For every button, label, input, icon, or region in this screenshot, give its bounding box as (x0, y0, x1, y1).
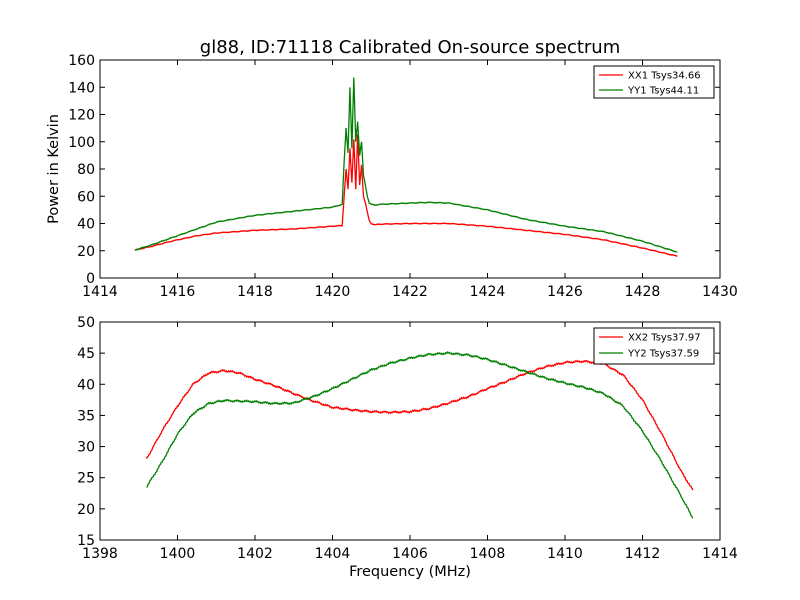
y-axis-label: Power in Kelvin (46, 114, 62, 224)
figure-title: gl88, ID:71118 Calibrated On-source spec… (200, 37, 620, 58)
x-tick-label: 1400 (160, 546, 196, 562)
y-tick-label: 15 (77, 533, 95, 549)
x-tick-label: 1420 (315, 284, 351, 300)
x-tick-label: 1416 (160, 284, 196, 300)
legend: XX2 Tsys37.97 YY2 Tsys37.59 (593, 327, 715, 365)
y-tick-label: 80 (77, 162, 95, 178)
y-tick-label: 140 (68, 80, 95, 96)
x-tick-label: 1414 (82, 284, 118, 300)
series-line-yy1 (134, 77, 678, 253)
y-tick-label: 160 (68, 53, 95, 69)
y-tick-label: 60 (77, 189, 95, 205)
y-tick-label: 0 (86, 271, 95, 287)
x-tick-label: 1426 (547, 284, 583, 300)
y-tick-label: 40 (77, 217, 95, 233)
series-line-xx2 (145, 359, 694, 491)
x-tick-label: 1402 (237, 546, 273, 562)
y-tick-label: 40 (77, 377, 95, 393)
top-plot-panel: 1414 1416 1418 1420 1422 1424 1426 1428 1430 0 20 4… (68, 53, 738, 300)
y-tick-label: 100 (68, 135, 95, 151)
x-tick-label: 1430 (702, 284, 738, 300)
x-tick-label: 1424 (470, 284, 506, 300)
x-tick-label: 1406 (392, 546, 428, 562)
y-tick-label: 20 (77, 244, 95, 260)
bottom-plot-panel: 1398 1400 1402 1404 1406 1408 1410 1412 1414 15 20… (77, 315, 738, 562)
legend-box (593, 65, 715, 99)
legend-label: YY1 Tsys44.11 (627, 86, 699, 97)
legend-label: XX1 Tsys34.66 (628, 71, 701, 82)
y-tick-label: 45 (77, 346, 95, 362)
x-tick-label: 1412 (625, 546, 661, 562)
y-tick-label: 50 (77, 315, 95, 331)
y-tick-label: 120 (68, 108, 95, 124)
x-tick-label: 1414 (702, 546, 738, 562)
legend: XX1 Tsys34.66 YY1 Tsys44.11 (593, 65, 715, 99)
x-tick-label: 1418 (237, 284, 273, 300)
series-line-xx1 (134, 134, 678, 257)
y-tick-label: 20 (77, 502, 95, 518)
x-tick-label: 1408 (470, 546, 506, 562)
legend-label: XX2 Tsys37.97 (628, 333, 701, 344)
y-tick-label: 30 (77, 440, 95, 456)
x-axis-label: Frequency (MHz) (349, 564, 471, 580)
series-line-yy2 (146, 350, 694, 519)
legend-label: YY2 Tsys37.59 (627, 349, 699, 360)
x-tick-label: 1410 (547, 546, 583, 562)
x-tick-label: 1404 (315, 546, 351, 562)
legend-box (593, 327, 715, 365)
y-tick-label: 35 (77, 408, 95, 424)
x-tick-label: 1422 (392, 284, 428, 300)
y-tick-label: 25 (77, 471, 95, 487)
x-tick-label: 1428 (625, 284, 661, 300)
x-tick-label: 1398 (82, 546, 118, 562)
